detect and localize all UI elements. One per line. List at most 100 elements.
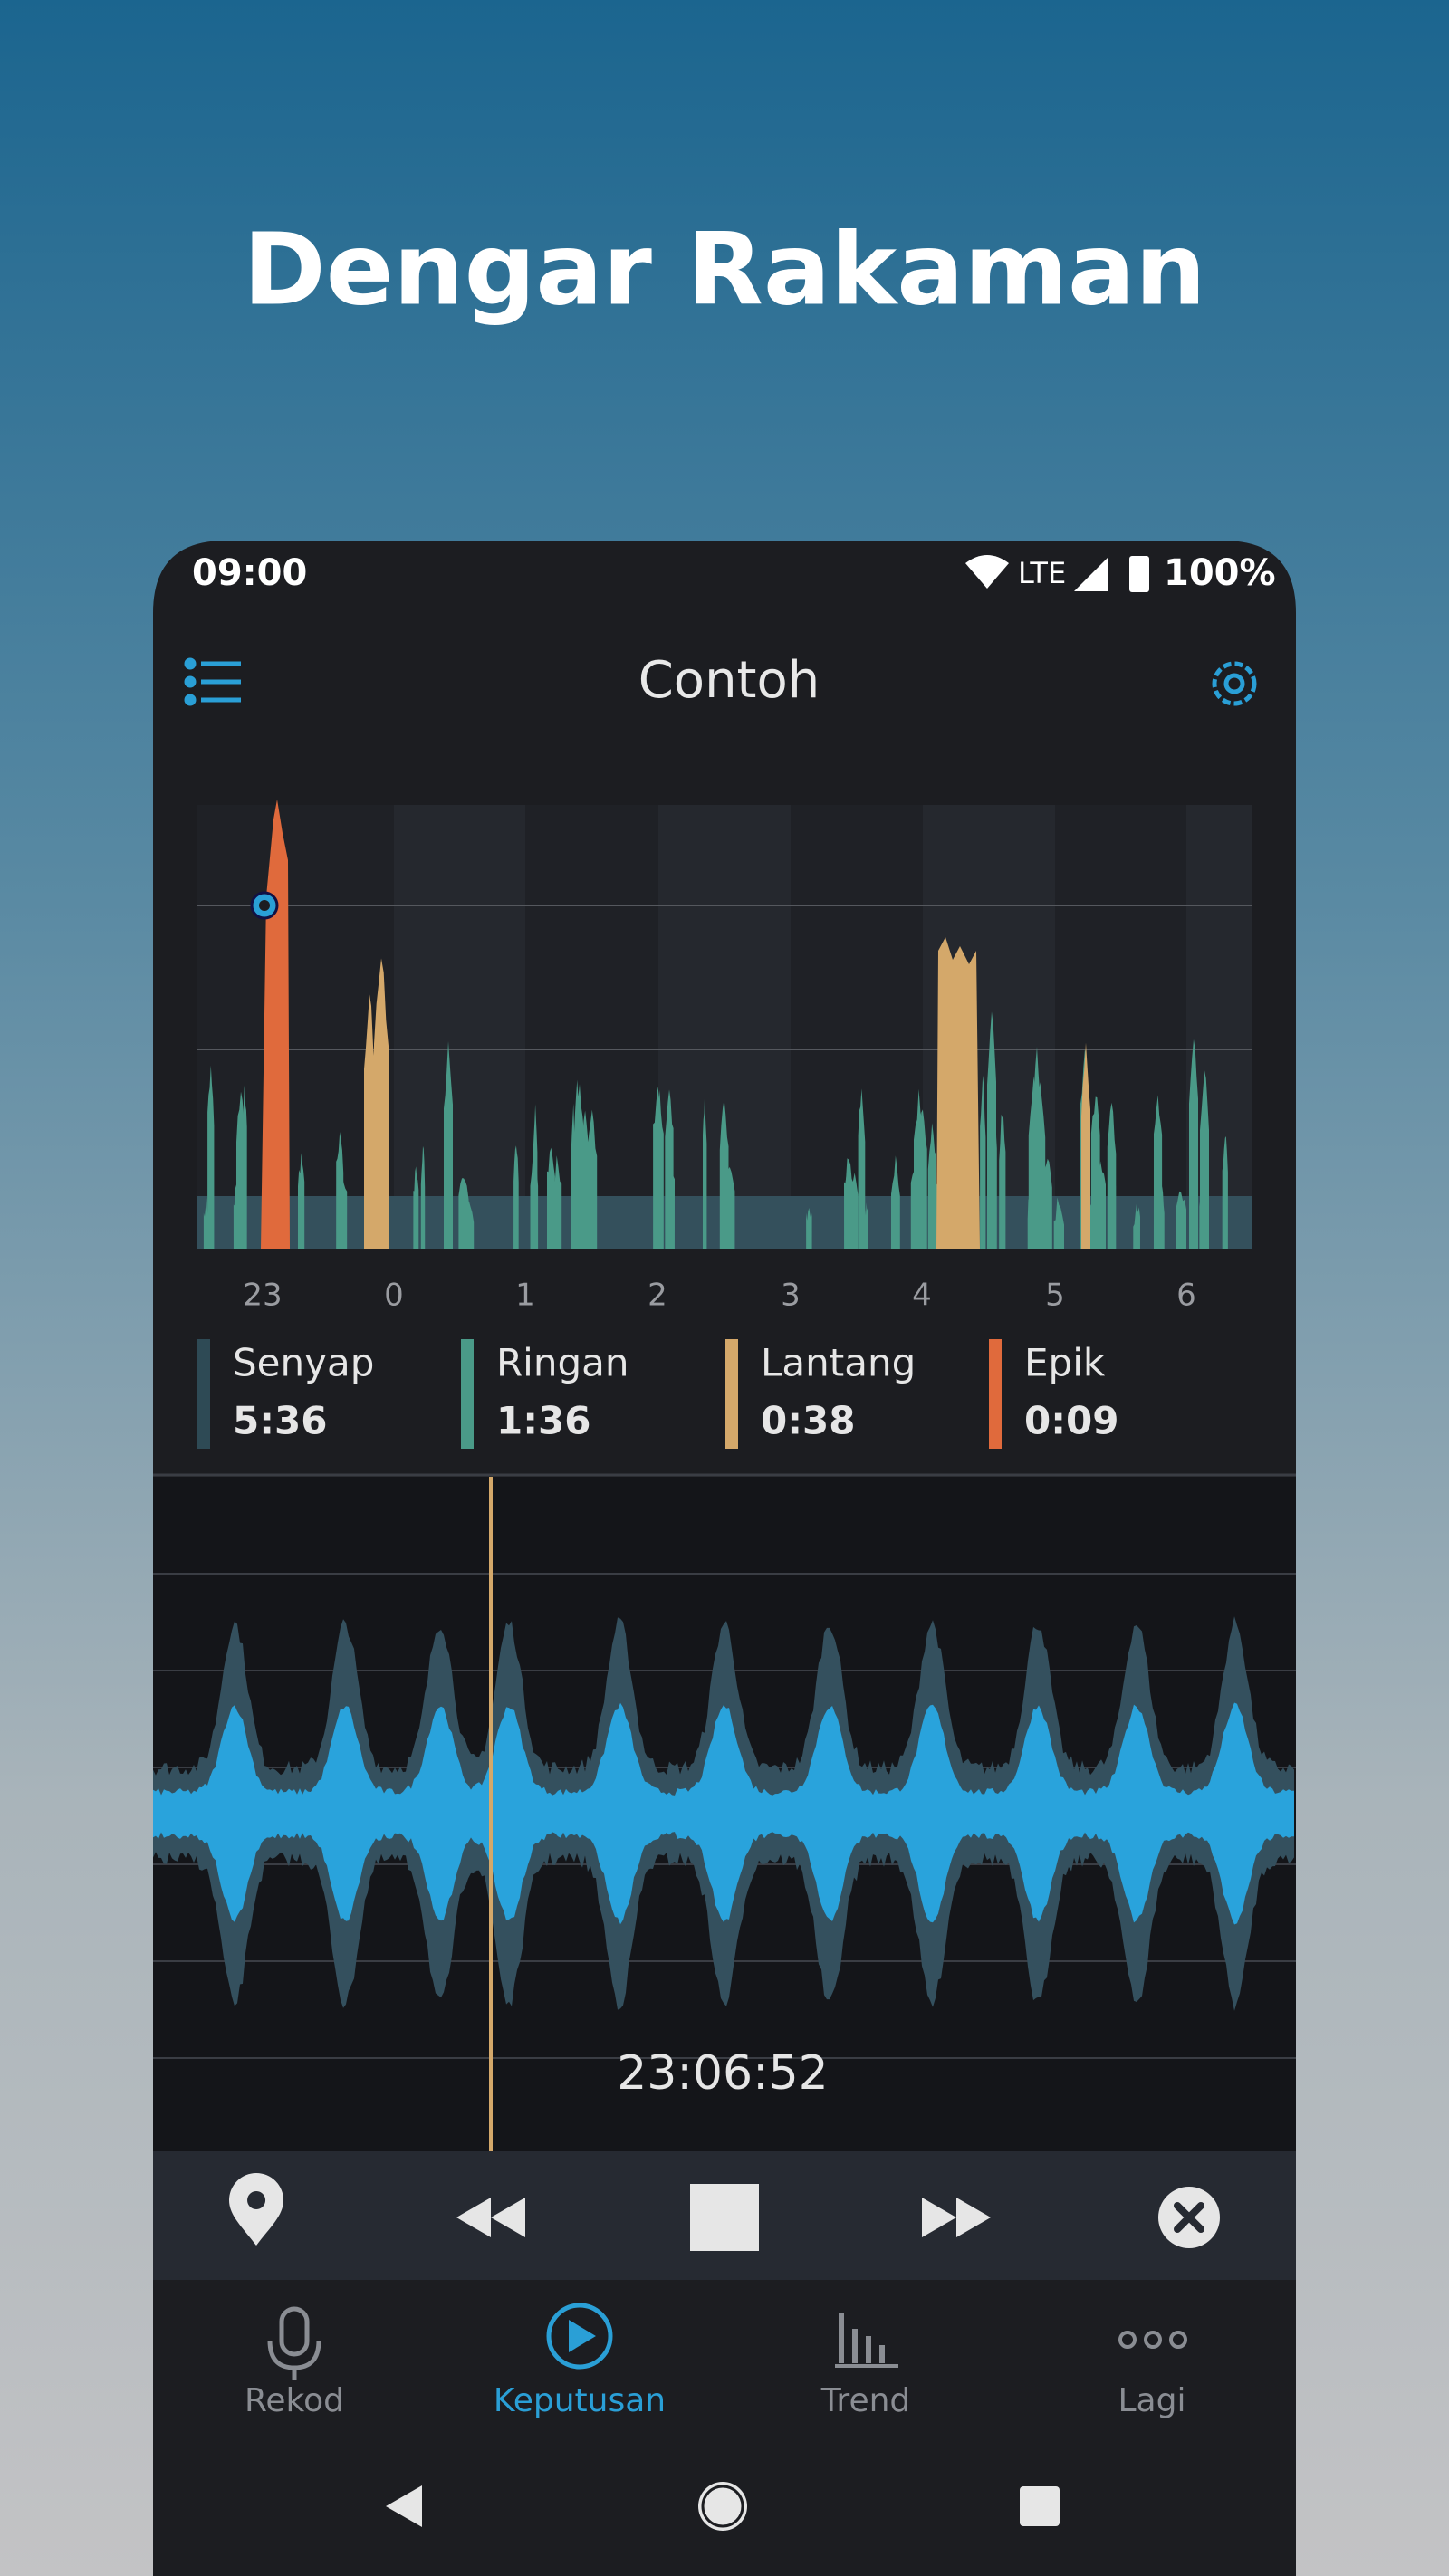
- system-home[interactable]: [698, 2482, 747, 2531]
- chart-spike: [987, 1011, 996, 1249]
- chart-spike: [1032, 1047, 1041, 1249]
- battery-icon: [1129, 556, 1149, 592]
- chart-spike: [513, 1145, 519, 1249]
- chart-spike: [702, 1093, 707, 1249]
- chart-spike: [666, 1150, 675, 1249]
- x-tick-label: 6: [1176, 1278, 1196, 1314]
- chart-spike: [464, 1201, 475, 1249]
- chart-spike: [851, 1176, 856, 1249]
- chart-spike: [1109, 1152, 1117, 1249]
- tab-icon-keputusan: [546, 2303, 613, 2370]
- x-tick-label: 1: [515, 1278, 535, 1314]
- chart-spike: [233, 1184, 238, 1249]
- x-tick-label: 5: [1045, 1278, 1065, 1314]
- chart-spike: [653, 1086, 663, 1249]
- wave-signal: [153, 1702, 1294, 1925]
- chart-spike: [844, 1173, 850, 1249]
- chart-spike: [890, 1155, 900, 1249]
- chart-spike: [552, 1155, 562, 1249]
- legend-swatch: [461, 1339, 474, 1449]
- nav-bg: [153, 2280, 1296, 2576]
- chart-spike: [1095, 1161, 1106, 1249]
- nav-tab[interactable]: Lagi: [1118, 2382, 1186, 2419]
- playback-time: 23:06:52: [617, 2046, 829, 2101]
- chart-spike: [1222, 1136, 1228, 1249]
- chart-spike: [413, 1166, 419, 1249]
- chart-column: [394, 805, 525, 1249]
- nav-tab[interactable]: Keputusan: [494, 2382, 666, 2419]
- legend-name: Lantang: [761, 1341, 916, 1385]
- x-tick-label: 23: [243, 1278, 282, 1314]
- signal-icon: [1074, 557, 1108, 591]
- marker-button[interactable]: [229, 2173, 283, 2246]
- chart-spike: [587, 1109, 598, 1249]
- menu-button[interactable]: [184, 657, 241, 706]
- nav-tab[interactable]: Trend: [820, 2382, 911, 2419]
- bottom-nav: Rekod Keputusan Trend Lagi: [153, 2280, 1296, 2576]
- chart-spike: [1133, 1202, 1140, 1249]
- tab-icon-lagi: [1118, 2331, 1187, 2349]
- system-back[interactable]: [386, 2485, 422, 2527]
- legend: Senyap 5:36 Ringan 1:36 Lantang 0:38 Epik 0:09: [197, 1339, 1118, 1449]
- chart-spike: [575, 1084, 584, 1249]
- waveform: [153, 1573, 1296, 2059]
- chart-spike: [864, 1202, 868, 1249]
- legend-duration: 0:09: [1024, 1399, 1118, 1443]
- chart-spike: [297, 1153, 305, 1249]
- chart-spike: [1042, 1158, 1052, 1249]
- legend-duration: 1:36: [496, 1399, 590, 1443]
- chart-spike: [1053, 1197, 1064, 1249]
- nav-tab[interactable]: Rekod: [245, 2382, 344, 2419]
- forward-button[interactable]: [922, 2198, 991, 2237]
- chart-spike: [918, 1109, 927, 1249]
- chart-spike: [1029, 1185, 1033, 1249]
- chart-spike: [1153, 1095, 1163, 1249]
- rewind-button[interactable]: [456, 2198, 525, 2237]
- chart-cursor-dot: [259, 900, 270, 911]
- chart-spike: [1200, 1070, 1209, 1249]
- chart-spike: [980, 1075, 986, 1249]
- chart-spike: [1081, 1042, 1090, 1249]
- chart-spike: [1189, 1039, 1198, 1249]
- legend-duration: 0:38: [761, 1399, 855, 1443]
- chart-spike: [719, 1098, 729, 1249]
- page-title: Dengar Rakaman: [243, 211, 1205, 327]
- chart-spike: [207, 1065, 215, 1249]
- settings-button[interactable]: [1212, 661, 1257, 706]
- status-network: LTE: [1018, 556, 1066, 590]
- wifi-icon: [965, 555, 1009, 589]
- close-button[interactable]: [1158, 2187, 1220, 2248]
- chart-spike: [999, 1114, 1006, 1249]
- status-time: 09:00: [192, 552, 307, 594]
- chart-spike: [571, 1103, 577, 1249]
- chart-spike: [374, 958, 389, 1249]
- chart-spike: [420, 1145, 426, 1249]
- chart-spike: [927, 1123, 936, 1249]
- system-recents[interactable]: [1020, 2486, 1060, 2526]
- x-tick-label: 0: [384, 1278, 404, 1314]
- chart-spike: [1176, 1191, 1187, 1249]
- tab-icon-rekod: [267, 2306, 321, 2380]
- legend-name: Epik: [1024, 1341, 1106, 1385]
- legend-name: Ringan: [496, 1341, 629, 1385]
- legend-duration: 5:36: [233, 1399, 327, 1443]
- chart-spike: [806, 1208, 812, 1249]
- chart-spike: [533, 1104, 538, 1249]
- chart-spike: [235, 1091, 246, 1249]
- x-tick-label: 2: [648, 1278, 667, 1314]
- chart-spike: [444, 1041, 453, 1249]
- tab-icon-trend: [835, 2313, 898, 2368]
- status-battery: 100%: [1164, 552, 1276, 594]
- stop-button[interactable]: [690, 2184, 759, 2251]
- app-title: Contoh: [638, 651, 820, 710]
- chart-spike: [858, 1088, 866, 1249]
- chart-spike: [364, 994, 375, 1249]
- chart-spike: [936, 937, 980, 1249]
- sleep-chart: 23 0 1 2 3 4 5 6: [197, 800, 1252, 1314]
- legend-name: Senyap: [233, 1341, 374, 1385]
- legend-swatch: [989, 1339, 1002, 1449]
- legend-swatch: [197, 1339, 210, 1449]
- chart-spike: [336, 1132, 344, 1249]
